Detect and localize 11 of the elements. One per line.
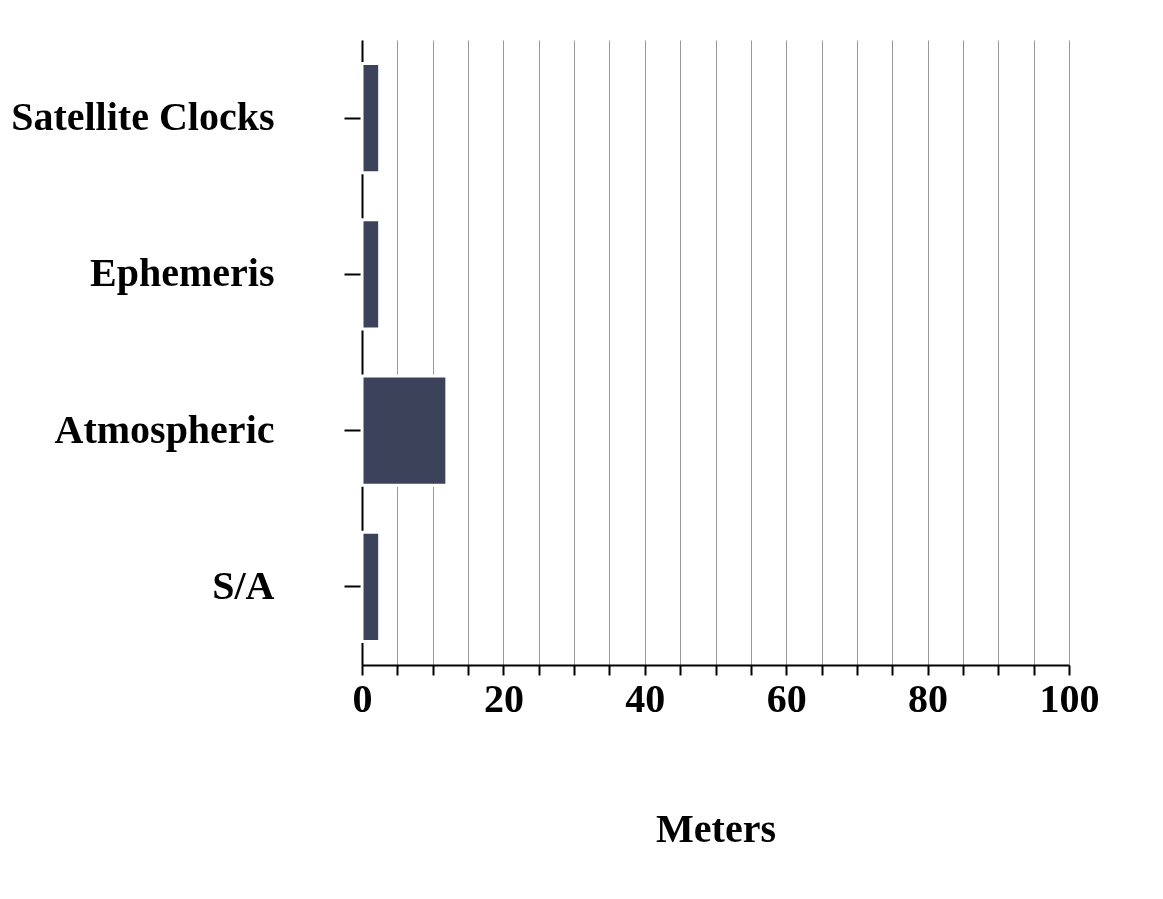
y-tick-label: S/A [212,562,275,608]
x-tick-label: 20 [483,675,524,721]
x-tick-label: 100 [1039,675,1100,721]
x-tick-label: 0 [352,675,373,721]
x-axis-title: Meters [656,805,776,851]
x-tick-label: 40 [625,675,666,721]
y-tick-label: Atmospheric [54,406,275,452]
y-tick-label: Satellite Clocks [11,94,275,140]
x-tick-label: 80 [908,675,949,721]
y-tick-label: Ephemeris [90,250,275,296]
x-tick-label: 60 [766,675,807,721]
